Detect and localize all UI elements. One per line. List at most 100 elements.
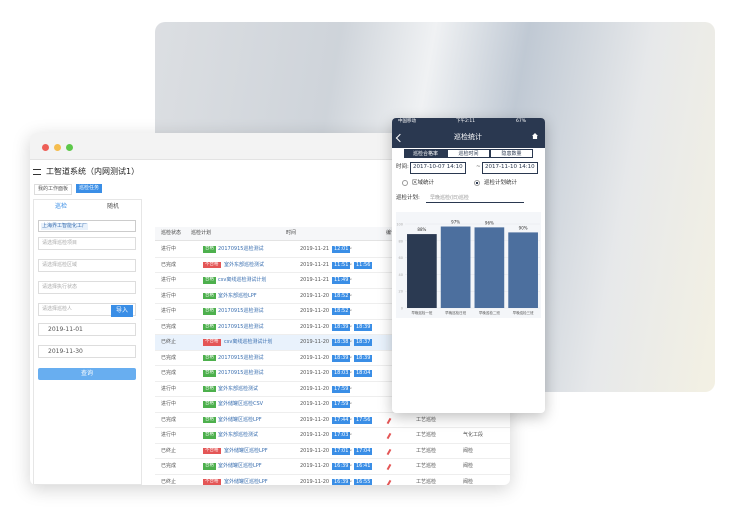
type-cell: 工艺巡检 xyxy=(416,463,437,469)
date-text: 2019-11-01 xyxy=(48,326,83,333)
side-tab[interactable]: 巡检 xyxy=(55,203,68,210)
date-cell: 2019-11-20 xyxy=(300,447,330,454)
top-tab[interactable]: 巡检任务 xyxy=(76,184,103,193)
status-cell: 已终止 xyxy=(161,447,177,454)
date-cell: 2019-11-21 xyxy=(300,261,330,268)
table-row[interactable] xyxy=(155,366,510,382)
plan-link[interactable]: 室外储罐区巡检LPF xyxy=(218,463,262,469)
date-input[interactable] xyxy=(38,345,136,358)
result-tag: 合格 xyxy=(203,463,216,470)
plan-link[interactable]: 20170915巡检测试 xyxy=(218,308,264,314)
table-row[interactable] xyxy=(155,289,510,304)
import-button[interactable]: 导入 xyxy=(111,305,134,317)
plan-link[interactable]: 20170915巡检测试 xyxy=(218,354,264,361)
time-sep: ~ xyxy=(348,385,353,392)
date-cell: 2019-11-20 xyxy=(300,401,330,407)
window-dot xyxy=(42,144,49,151)
plan-link[interactable]: 室外储罐区巡检LPF xyxy=(218,416,262,423)
plan-input[interactable] xyxy=(426,193,524,203)
end-time: 18:37 xyxy=(354,339,373,346)
segment-tab[interactable]: 隐患数量 xyxy=(490,149,533,158)
table-row[interactable] xyxy=(155,459,510,475)
table-row[interactable] xyxy=(155,273,510,289)
table-row[interactable] xyxy=(155,397,510,413)
result-tag: 合格 xyxy=(203,385,216,392)
type-cell: 工艺巡检 xyxy=(416,416,437,423)
segment-tab[interactable]: 巡检合格率 xyxy=(404,149,447,158)
bar xyxy=(474,227,505,308)
tilde: ~ xyxy=(476,164,481,170)
table-row[interactable] xyxy=(155,320,510,335)
date-cell: 2019-11-21 xyxy=(300,246,330,252)
select[interactable] xyxy=(38,303,136,316)
side-panel xyxy=(33,199,142,485)
plan-link[interactable]: 室外东部巡检测试 xyxy=(218,432,259,438)
y-tick-label: 100 xyxy=(396,223,403,227)
plan-link[interactable]: csv离线巡检测试计划 xyxy=(224,339,273,345)
table-row[interactable] xyxy=(155,382,510,397)
plant-select xyxy=(38,220,136,232)
select[interactable] xyxy=(38,259,136,272)
plan-link[interactable]: csv离线巡检测试计划 xyxy=(218,277,267,283)
plan-link[interactable]: 20170915巡检测试 xyxy=(218,370,264,376)
plan-link[interactable]: 20170915巡检测试 xyxy=(218,323,264,330)
plan-link[interactable]: 室外储罐区巡检CSV xyxy=(218,401,264,407)
select[interactable] xyxy=(38,237,136,250)
date-text: 2019-11-30 xyxy=(48,348,83,355)
radio[interactable] xyxy=(474,180,480,186)
table-row[interactable] xyxy=(155,242,510,258)
select[interactable] xyxy=(38,281,136,294)
table-row[interactable] xyxy=(155,351,510,366)
time-sep: ~ xyxy=(348,416,353,423)
radio[interactable] xyxy=(402,180,408,186)
table-header-cell: 编号 xyxy=(386,230,397,236)
bar xyxy=(508,232,538,308)
from-date[interactable]: 2017-10-07 14:10 xyxy=(410,162,466,174)
start-time: 17:01 xyxy=(332,447,351,455)
to-date[interactable]: 2017-11-10 14:10 xyxy=(482,162,538,174)
status-cell: 已完成 xyxy=(161,370,177,376)
plan-link[interactable]: 室外储罐区巡检LPF xyxy=(224,447,268,454)
plan-link[interactable]: 室外东部巡检测试 xyxy=(224,261,265,268)
status-cell: 进行中 xyxy=(161,401,177,407)
table-row[interactable] xyxy=(155,428,510,444)
plan-link[interactable]: 室外储罐区巡检LPF xyxy=(224,478,268,485)
table-row[interactable] xyxy=(155,258,510,273)
top-tab[interactable]: 我的工作面板 xyxy=(34,184,73,195)
type-cell: 工艺巡检 xyxy=(416,447,437,454)
time-sep: ~ xyxy=(348,308,353,314)
table-row[interactable] xyxy=(155,444,510,459)
end-time: 17:04 xyxy=(354,447,373,455)
area-cell: 阀检 xyxy=(463,447,474,454)
start-time: 17:44 xyxy=(332,416,351,424)
home-icon[interactable] xyxy=(532,133,538,139)
value-label: 88% xyxy=(417,227,426,232)
query-button[interactable]: 查询 xyxy=(38,368,136,380)
plant-tag[interactable]: 上海界工智能化工厂 xyxy=(41,223,89,230)
status-cell: 进行中 xyxy=(161,246,177,252)
table-row[interactable] xyxy=(155,304,510,320)
radio-label: 巡检计划统计 xyxy=(484,180,518,186)
start-time: 18:03 xyxy=(332,370,351,377)
status-cell: 已完成 xyxy=(161,261,177,268)
date-cell: 2019-11-20 xyxy=(300,385,330,392)
date-cell: 2019-11-20 xyxy=(300,432,330,438)
result-tag: 合格 xyxy=(203,277,216,284)
table-row[interactable] xyxy=(155,413,510,428)
status-cell: 进行中 xyxy=(161,308,177,314)
time-sep: ~ xyxy=(348,463,353,469)
end-time: 11:56 xyxy=(354,261,373,269)
segment-tab[interactable]: 巡检时间 xyxy=(447,149,490,158)
side-tab[interactable]: 随机 xyxy=(107,203,120,210)
plan-link[interactable]: 室外东部巡检测试 xyxy=(218,385,259,392)
result-tag: 不合格 xyxy=(203,478,221,485)
plan-link[interactable]: 室外东部巡检LPF xyxy=(218,292,257,299)
result-tag: 不合格 xyxy=(203,261,221,268)
plan-link[interactable]: 20170915巡检测试 xyxy=(218,246,264,252)
result-tag: 合格 xyxy=(203,292,216,299)
status-cell: 已终止 xyxy=(161,478,177,485)
y-tick-label: 0 xyxy=(401,307,403,311)
date-input[interactable] xyxy=(38,323,136,336)
nav-bar xyxy=(392,128,545,148)
